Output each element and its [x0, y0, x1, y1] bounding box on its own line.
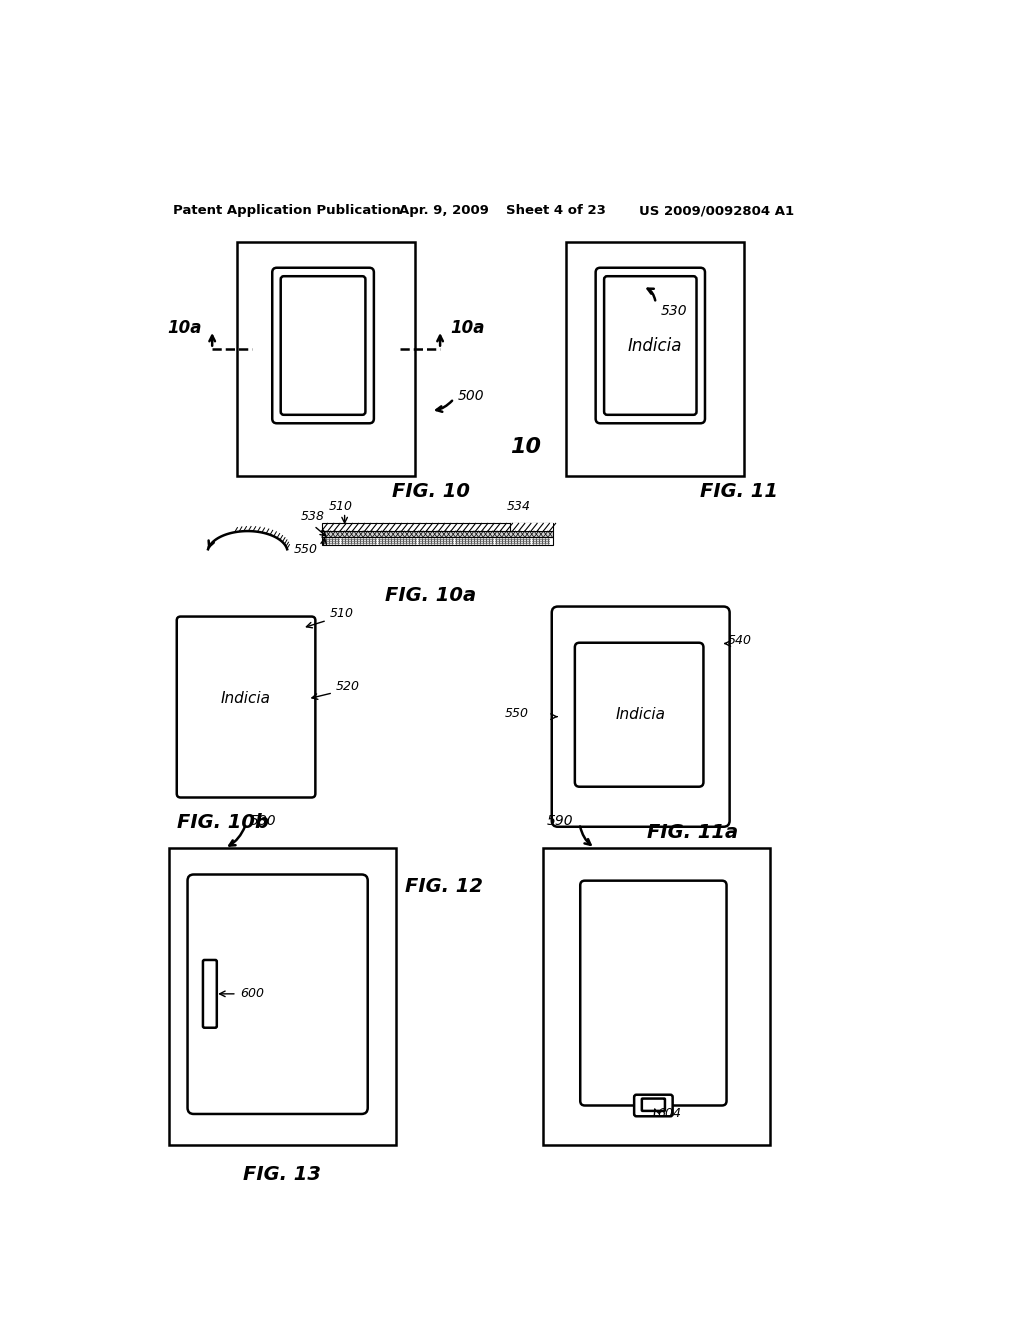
FancyBboxPatch shape [281, 276, 366, 414]
FancyBboxPatch shape [272, 268, 374, 424]
Text: FIG. 10: FIG. 10 [392, 482, 470, 500]
Text: FIG. 12: FIG. 12 [406, 878, 483, 896]
Text: 10a: 10a [167, 319, 202, 337]
FancyBboxPatch shape [596, 268, 705, 424]
FancyBboxPatch shape [574, 643, 703, 787]
Text: 520: 520 [336, 680, 360, 693]
Text: 600: 600 [240, 987, 264, 1001]
Bar [565, 242, 744, 477]
Text: US 2009/0092804 A1: US 2009/0092804 A1 [639, 205, 794, 218]
Text: Indicia: Indicia [628, 337, 682, 355]
Bar [510, 524, 553, 531]
Text: 580: 580 [250, 813, 276, 828]
Text: 534: 534 [506, 499, 530, 512]
Text: FIG. 11: FIG. 11 [699, 482, 778, 500]
Bar [322, 531, 553, 537]
Text: 510: 510 [330, 499, 353, 512]
FancyBboxPatch shape [177, 616, 315, 797]
Text: Apr. 9, 2009: Apr. 9, 2009 [398, 205, 488, 218]
Text: Indicia: Indicia [221, 692, 271, 706]
Text: 538: 538 [300, 511, 325, 523]
Text: FIG. 13: FIG. 13 [244, 1164, 322, 1184]
Bar [237, 242, 416, 477]
FancyBboxPatch shape [642, 1098, 665, 1111]
Text: FIG. 10b: FIG. 10b [177, 813, 268, 833]
Bar [322, 524, 553, 531]
FancyBboxPatch shape [187, 875, 368, 1114]
Text: FIG. 11a: FIG. 11a [647, 822, 738, 842]
Text: Indicia: Indicia [615, 706, 666, 722]
Text: 500: 500 [458, 388, 484, 403]
FancyBboxPatch shape [581, 880, 727, 1106]
FancyBboxPatch shape [552, 607, 730, 826]
Text: 540: 540 [727, 634, 752, 647]
Bar [543, 849, 770, 1144]
Text: 10a: 10a [451, 319, 485, 337]
Text: 10: 10 [510, 437, 541, 457]
Text: 550: 550 [505, 706, 528, 719]
Text: 510: 510 [330, 607, 354, 620]
Text: 550: 550 [294, 544, 317, 557]
Text: 590: 590 [547, 813, 573, 828]
FancyBboxPatch shape [604, 276, 696, 414]
Text: Patent Application Publication: Patent Application Publication [173, 205, 400, 218]
Bar [169, 849, 396, 1144]
Text: 530: 530 [660, 304, 687, 318]
Text: 604: 604 [657, 1106, 681, 1119]
FancyBboxPatch shape [634, 1094, 673, 1117]
Text: Sheet 4 of 23: Sheet 4 of 23 [506, 205, 606, 218]
Text: FIG. 10a: FIG. 10a [385, 586, 476, 606]
Bar [322, 537, 553, 545]
FancyBboxPatch shape [203, 960, 217, 1028]
